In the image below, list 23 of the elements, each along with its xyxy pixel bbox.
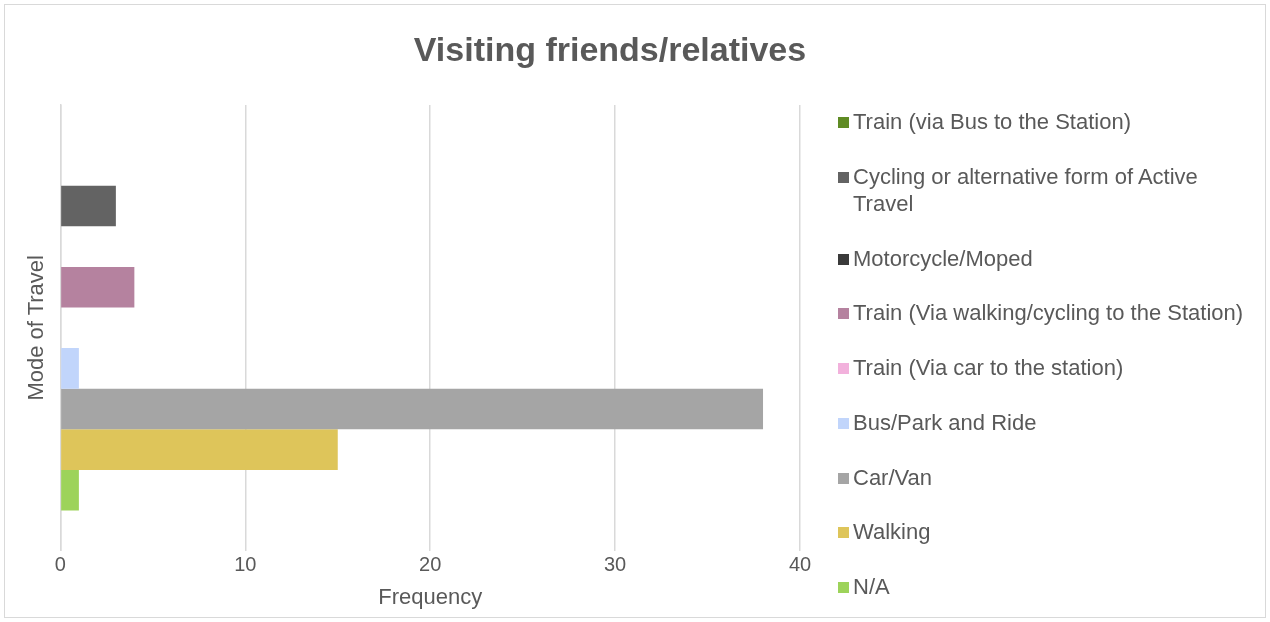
x-tick-label: 30: [603, 553, 627, 576]
x-tick-label: 20: [419, 553, 442, 576]
legend-label: Train (Via car to the station): [853, 354, 1124, 381]
bar: [61, 185, 116, 227]
x-tick-label: 10: [234, 553, 257, 576]
x-tick-label: 0: [54, 553, 66, 576]
bar: [61, 469, 79, 511]
legend-label: Train (Via walking/cycling to the Station): [853, 299, 1244, 327]
bar: [61, 388, 764, 430]
x-axis-title: Frequency: [378, 583, 483, 609]
legend-label: Train (via Bus to the Station): [853, 108, 1131, 135]
bar: [61, 348, 79, 389]
legend-label: Bus/Park and Ride: [853, 408, 1037, 436]
y-axis-title: Mode of Travel: [23, 255, 49, 401]
legend-label: Motorcycle/Moped: [853, 244, 1033, 272]
x-tick-label: 40: [788, 553, 812, 576]
bar: [61, 266, 135, 308]
legend-label: Walking: [853, 518, 931, 546]
bar: [61, 429, 338, 470]
legend-label: N/A: [853, 573, 890, 600]
legend-label: Cycling or alternative form of Active Travel: [853, 162, 1199, 217]
chart-title: Visiting friends/relatives: [412, 30, 808, 69]
legend-label: Car/Van: [853, 463, 933, 491]
